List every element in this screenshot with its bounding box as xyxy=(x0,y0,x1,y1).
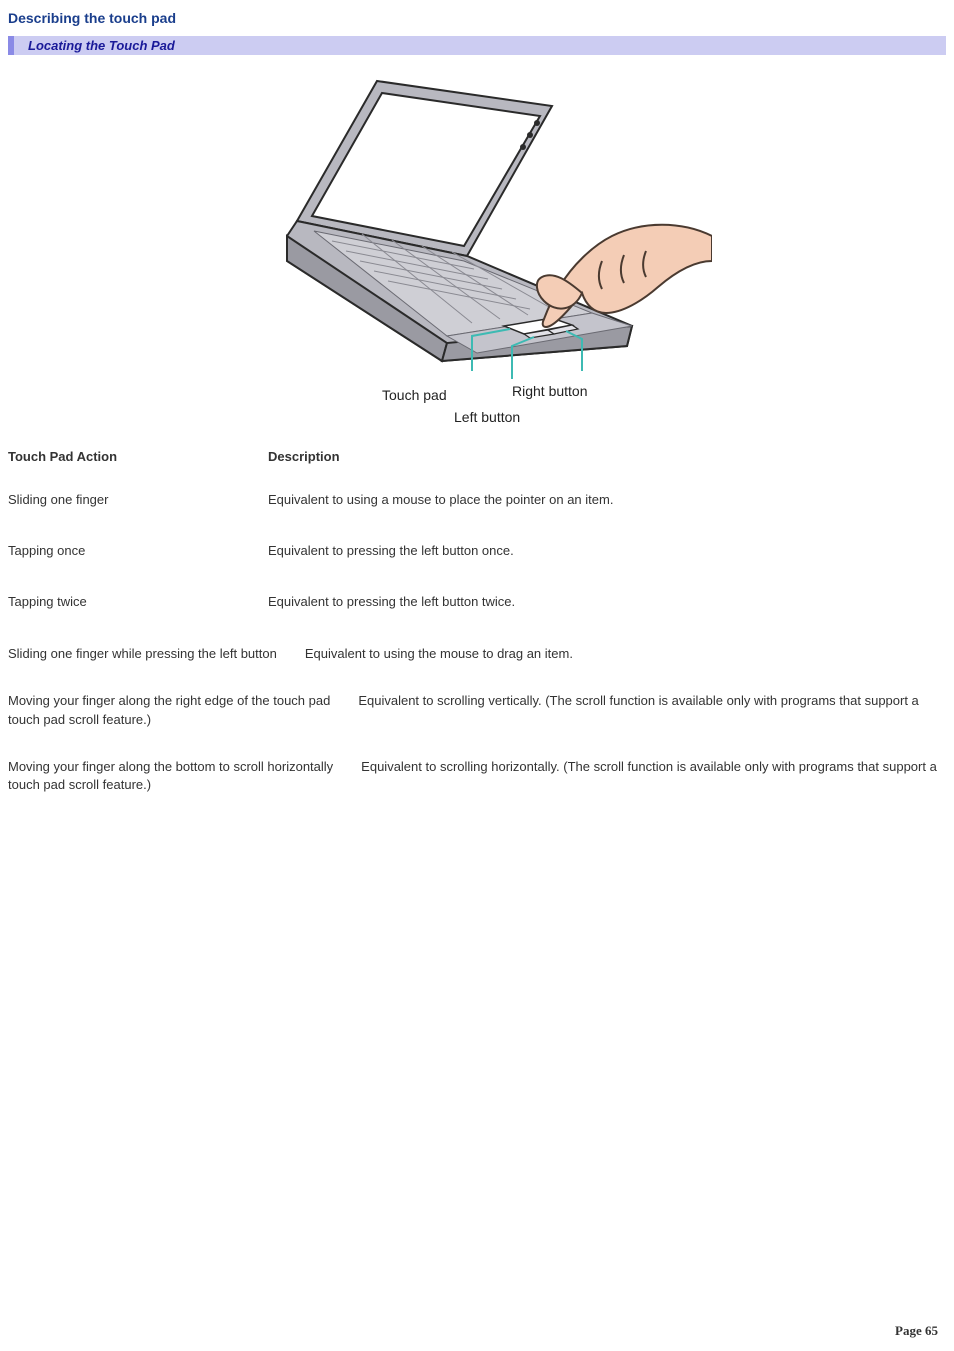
table-cell-description: Equivalent to pressing the left button o… xyxy=(268,543,946,558)
figure-label-left-button: Left button xyxy=(454,409,520,425)
figure-label-touchpad: Touch pad xyxy=(382,387,447,403)
table-row: Moving your finger along the right edge … xyxy=(8,692,946,730)
table-row: Moving your finger along the bottom to s… xyxy=(8,758,946,796)
table-cell-action: Tapping twice xyxy=(8,594,268,609)
figure-label-right-button: Right button xyxy=(512,383,588,399)
table-cell-action: Tapping once xyxy=(8,543,268,558)
figure-container: Touch pad Right button Left button xyxy=(8,61,946,431)
table-header-action: Touch Pad Action xyxy=(8,449,268,464)
table-cell-action: Sliding one finger while pressing the le… xyxy=(8,646,277,661)
page-label: Page xyxy=(895,1323,922,1338)
table-cell-description: Equivalent to using the mouse to drag an… xyxy=(305,646,573,661)
table-cell-description: Equivalent to pressing the left button t… xyxy=(268,594,946,609)
page-number: Page 65 xyxy=(895,1323,938,1339)
laptop-illustration xyxy=(242,61,712,381)
page-title: Describing the touch pad xyxy=(8,10,946,26)
table-cell-action: Sliding one finger xyxy=(8,492,268,507)
table-row: Sliding one finger Equivalent to using a… xyxy=(8,492,946,507)
table-cell-action: Moving your finger along the bottom to s… xyxy=(8,759,333,774)
table-cell-description: Equivalent to using a mouse to place the… xyxy=(268,492,946,507)
table-row: Tapping once Equivalent to pressing the … xyxy=(8,543,946,558)
table-row: Sliding one finger while pressing the le… xyxy=(8,645,946,664)
table-header: Touch Pad Action Description xyxy=(8,449,946,464)
section-subheading: Locating the Touch Pad xyxy=(8,36,946,55)
table-header-description: Description xyxy=(268,449,340,464)
table-cell-action: Moving your finger along the right edge … xyxy=(8,693,330,708)
table-row: Tapping twice Equivalent to pressing the… xyxy=(8,594,946,609)
page-number-value: 65 xyxy=(925,1323,938,1338)
